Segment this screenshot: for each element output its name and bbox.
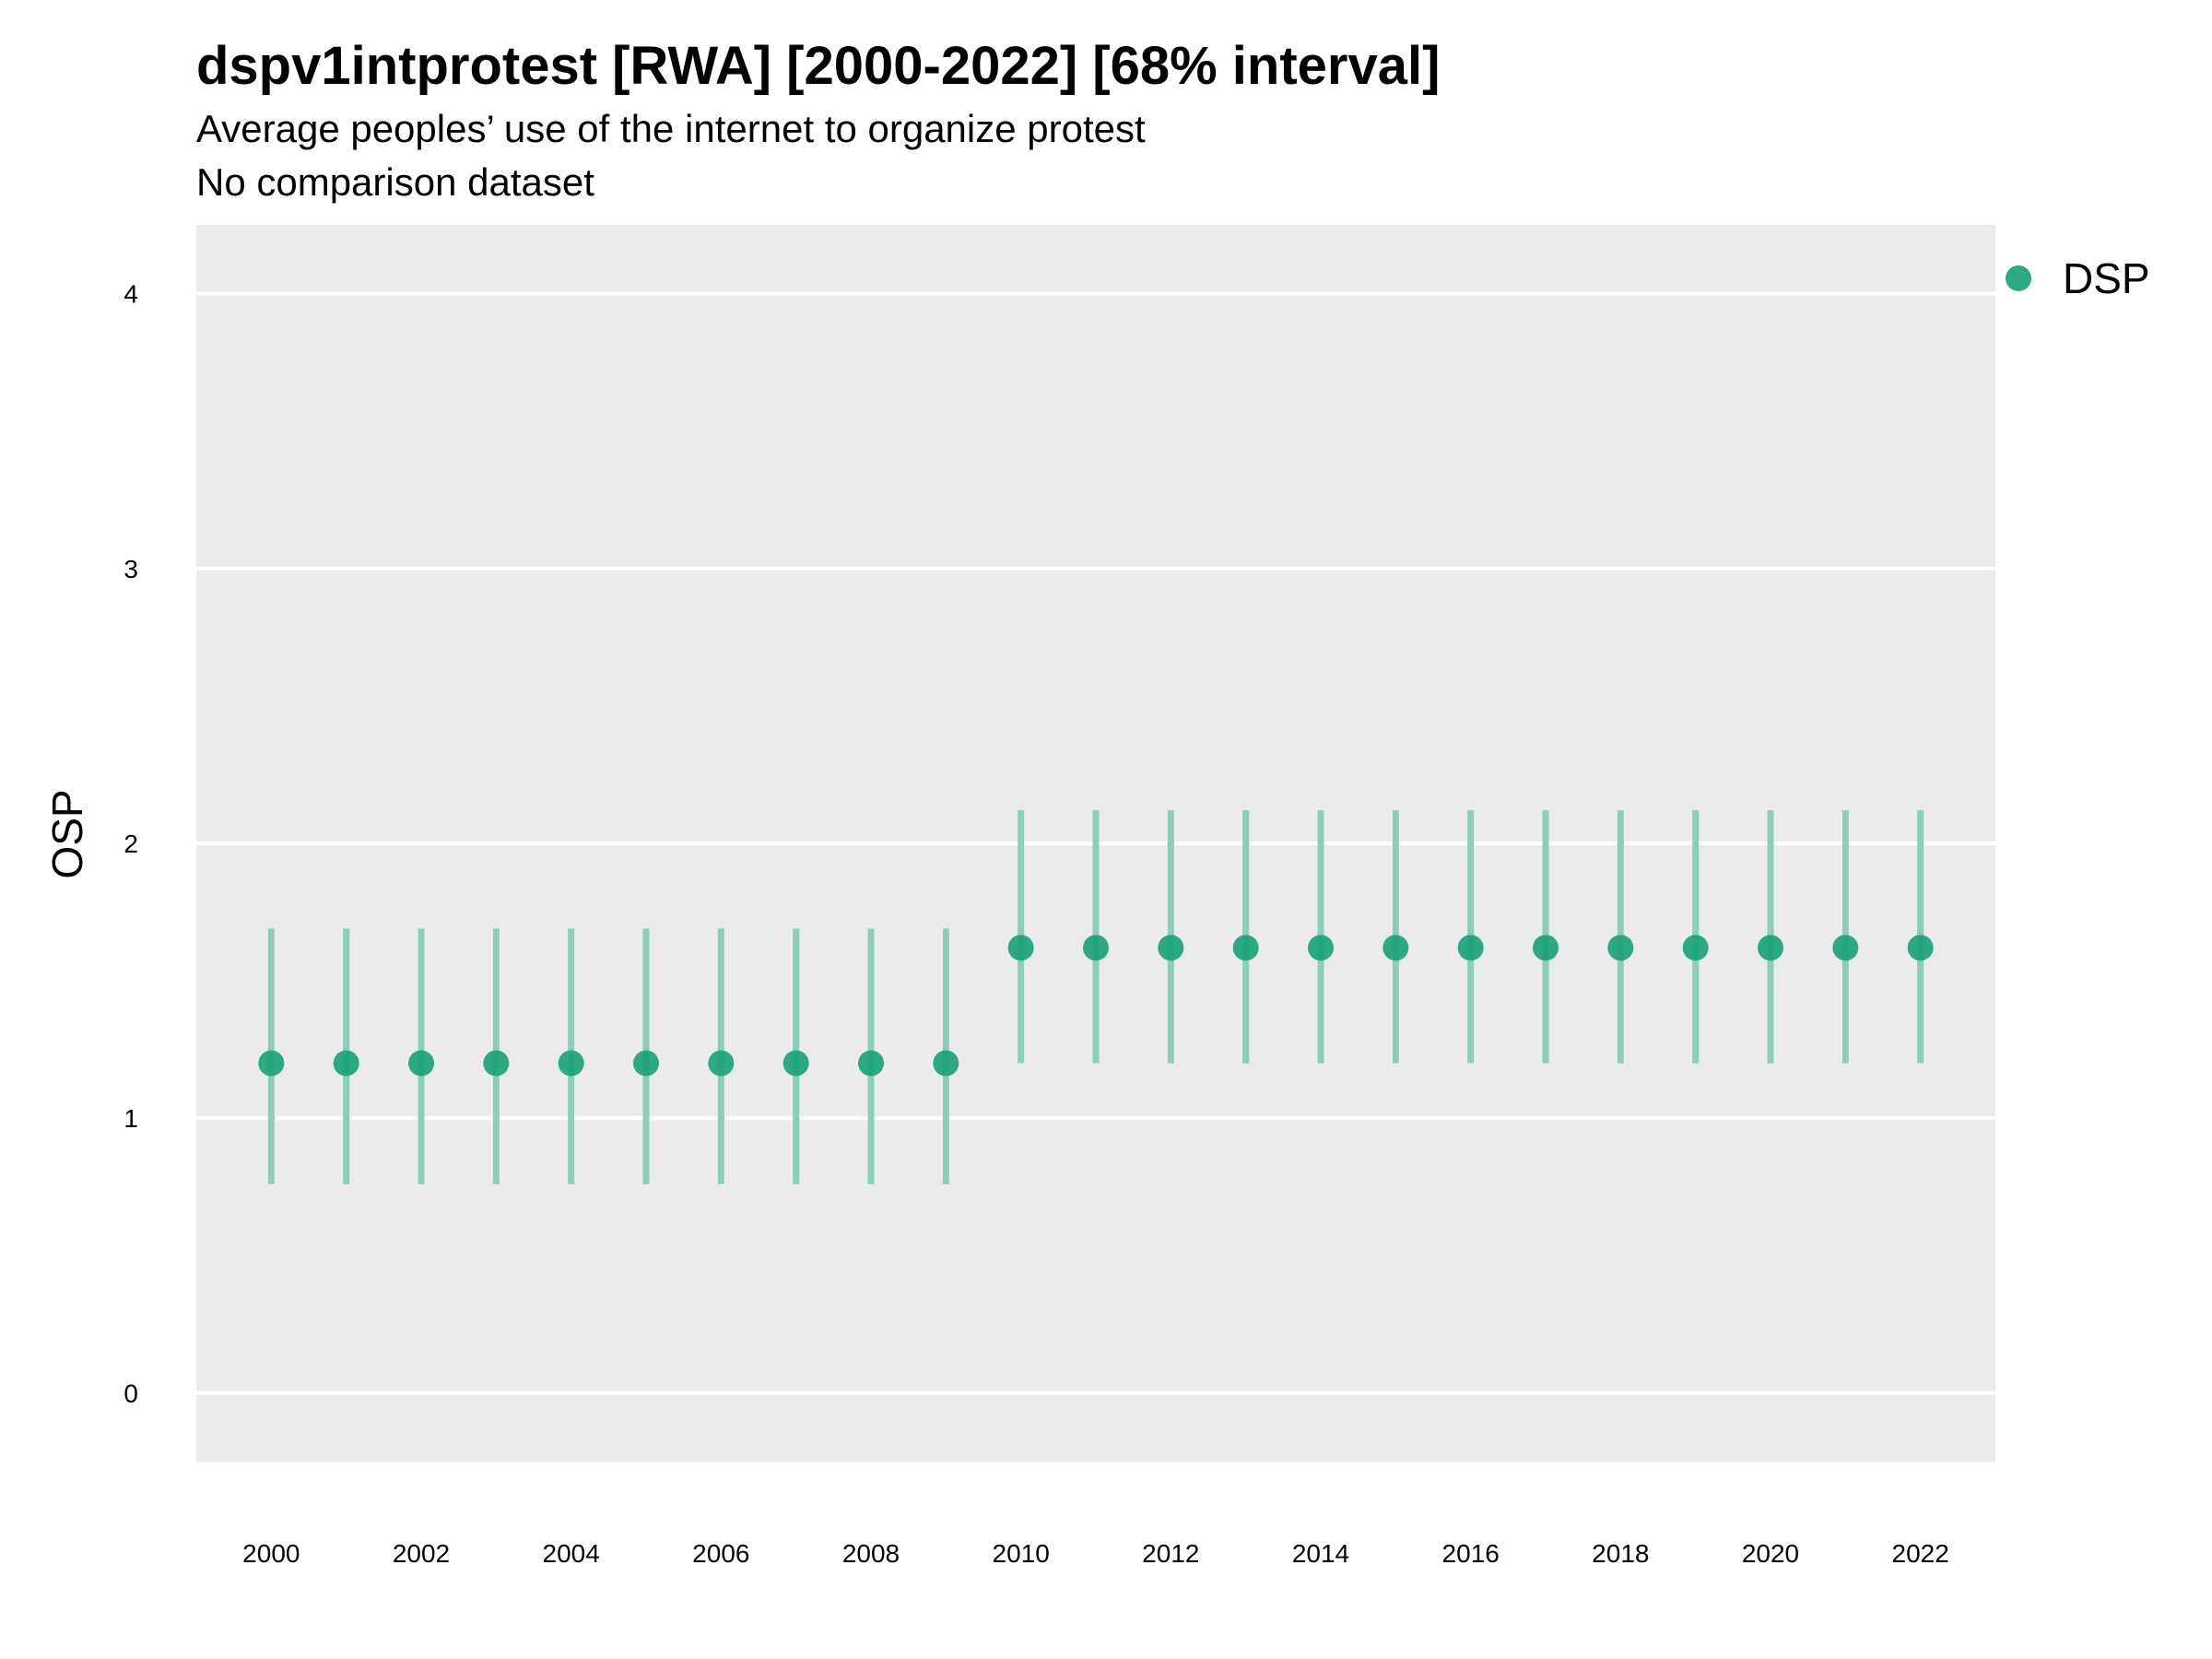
data-point [1308,935,1334,961]
data-point [1907,935,1934,961]
data-point [1607,935,1634,961]
y-tick-label: 4 [124,280,138,309]
y-tick-label: 2 [124,830,138,858]
y-tick-label: 3 [124,555,138,583]
x-tick-label: 2016 [1442,1539,1500,1568]
x-tick-label: 2020 [1742,1539,1799,1568]
y-axis-ticks: 0 1 2 3 4 [124,280,138,1408]
x-tick-label: 2012 [1142,1539,1199,1568]
data-point [1083,935,1109,961]
x-tick-label: 2022 [1892,1539,1949,1568]
data-point [1007,935,1034,961]
data-point [483,1050,510,1077]
data-point [258,1050,285,1077]
x-tick-label: 2014 [1292,1539,1349,1568]
data-point [558,1050,584,1077]
data-point [1832,935,1859,961]
data-point [1382,935,1409,961]
x-axis-ticks: 2000 2002 2004 2006 2008 2010 2012 2014 2016 2018… [242,1539,1949,1568]
data-point [858,1050,884,1077]
x-tick-label: 2006 [692,1539,749,1568]
chart-title: dspv1intprotest [RWA] [2000-2022] [68% i… [196,36,1441,96]
y-tick-label: 1 [124,1104,138,1133]
legend: DSP [2006,254,2150,302]
chart-caption: No comparison dataset [196,160,594,204]
legend-marker [2006,265,2031,291]
data-point [633,1050,659,1077]
data-point [1158,935,1184,961]
chart-subtitle: Average peoples’ use of the internet to … [196,107,1146,150]
data-point [782,1050,809,1077]
data-point [1533,935,1559,961]
x-tick-label: 2004 [543,1539,600,1568]
legend-label: DSP [2063,254,2150,302]
y-axis-label: OSP [43,789,91,878]
data-point [708,1050,735,1077]
x-tick-label: 2018 [1592,1539,1649,1568]
data-point [1232,935,1259,961]
data-point [1682,935,1709,961]
y-tick-label: 0 [124,1379,138,1407]
x-tick-label: 2000 [242,1539,300,1568]
data-point [933,1050,959,1077]
data-point [1457,935,1484,961]
x-tick-label: 2008 [842,1539,900,1568]
x-tick-label: 2002 [393,1539,450,1568]
x-tick-label: 2010 [993,1539,1050,1568]
data-points [258,935,1934,1077]
data-point [1758,935,1783,961]
data-point [333,1050,359,1077]
data-point [408,1050,434,1077]
